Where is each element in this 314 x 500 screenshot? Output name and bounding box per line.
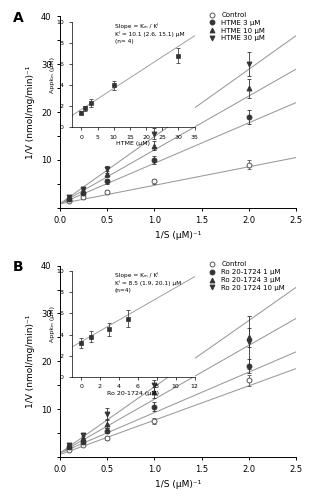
- Legend: Control, HTME 3 μM, HTME 10 μM, HTME 30 μM: Control, HTME 3 μM, HTME 10 μM, HTME 30 …: [205, 12, 265, 42]
- Y-axis label: 1/V (nmol/mg/min)⁻¹: 1/V (nmol/mg/min)⁻¹: [26, 66, 35, 158]
- Text: A: A: [13, 10, 23, 24]
- Legend: Control, Ro 20-1724 1 μM, Ro 20-1724 3 μM, Ro 20 1724 10 μM: Control, Ro 20-1724 1 μM, Ro 20-1724 3 μ…: [205, 262, 285, 290]
- Text: B: B: [13, 260, 23, 274]
- X-axis label: 1/S (μM)⁻¹: 1/S (μM)⁻¹: [155, 480, 201, 489]
- X-axis label: 1/S (μM)⁻¹: 1/S (μM)⁻¹: [155, 230, 201, 239]
- Y-axis label: 1/V (nmol/mg/min)⁻¹: 1/V (nmol/mg/min)⁻¹: [26, 314, 35, 408]
